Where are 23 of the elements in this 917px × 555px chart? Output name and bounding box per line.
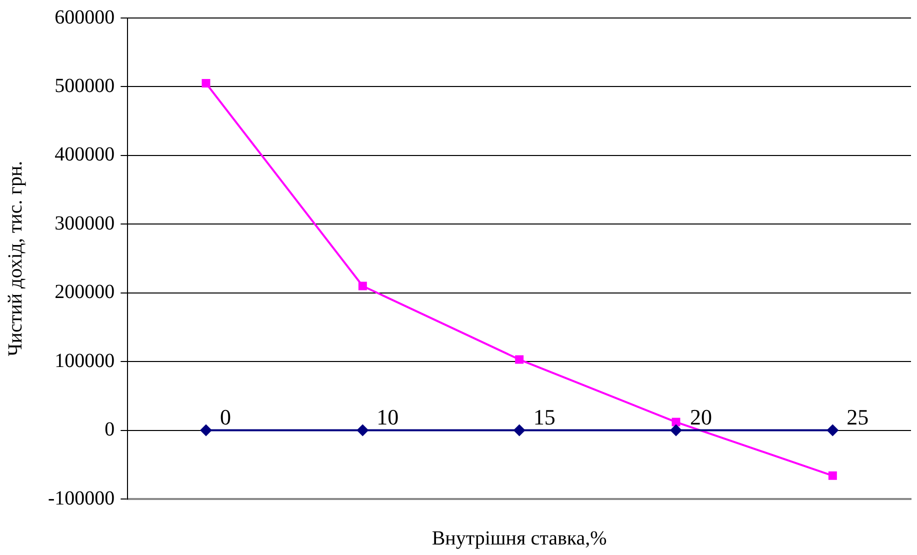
point — [356, 424, 369, 436]
x-tick-label: 10 — [376, 404, 399, 430]
y-tick-label: 100000 — [54, 350, 115, 372]
point — [670, 424, 682, 436]
x-axis-title: Внутрішня ставка,% — [432, 527, 607, 550]
x-tick-label: 0 — [220, 404, 231, 430]
x-tick-label: 15 — [533, 404, 556, 430]
point — [828, 471, 837, 480]
point — [202, 79, 210, 88]
x-tick-label: 20 — [690, 404, 712, 430]
y-tick-label: 200000 — [54, 281, 115, 304]
point — [200, 424, 212, 436]
y-tick-label: 500000 — [54, 74, 115, 97]
point — [826, 424, 839, 436]
y-tick-label: 300000 — [54, 212, 115, 234]
y-tick-label: 600000 — [54, 6, 115, 28]
point — [358, 282, 367, 290]
y-axis-title: Чистий дохід, тис. грн. — [4, 160, 26, 356]
point — [515, 355, 524, 364]
point — [513, 424, 526, 436]
y-tick-label: -100000 — [48, 487, 115, 510]
y-tick-label: 400000 — [54, 144, 115, 166]
x-tick-label: 25 — [846, 404, 869, 430]
